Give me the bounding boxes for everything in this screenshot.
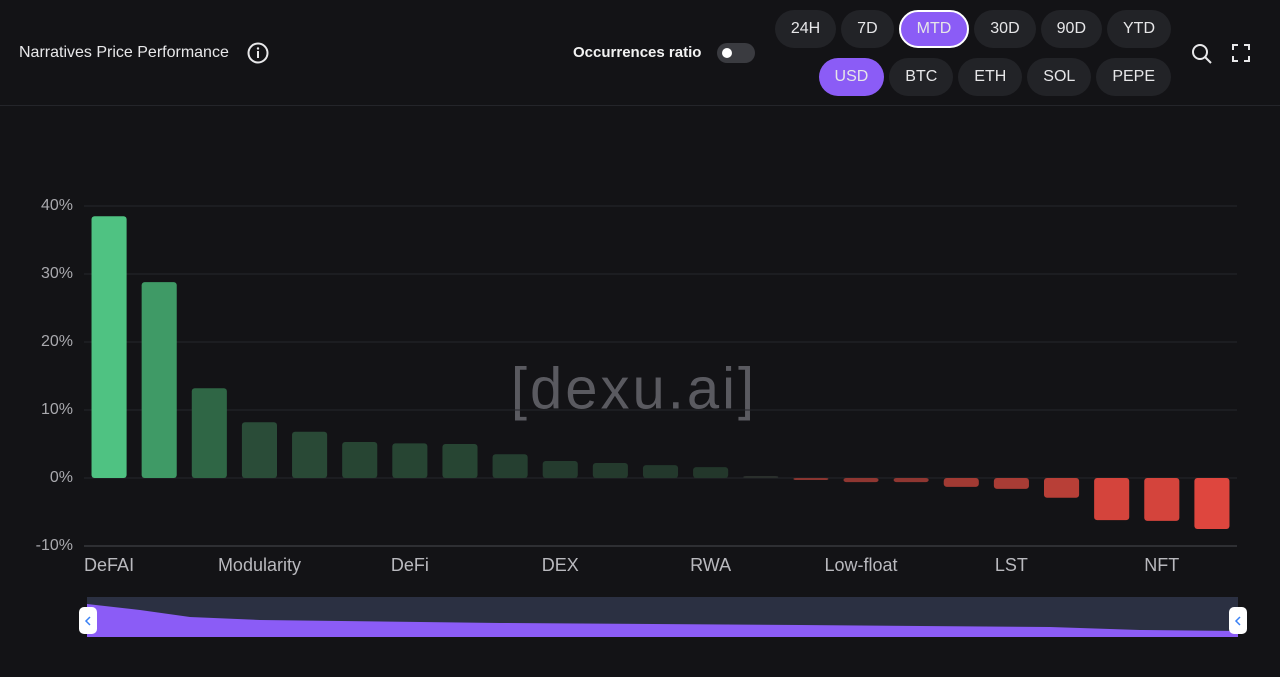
x-tick-label: DEX	[542, 555, 579, 575]
y-tick-label: 30%	[41, 265, 73, 282]
bar	[191, 388, 227, 478]
bar	[592, 463, 628, 478]
bar	[141, 282, 177, 478]
y-tick-label: 20%	[41, 333, 73, 350]
x-tick-label: Low-float	[824, 555, 897, 575]
y-tick-label: -10%	[36, 537, 73, 554]
bar	[993, 478, 1029, 489]
x-tick-label: LST	[995, 555, 1028, 575]
bar	[642, 465, 679, 478]
currency-button[interactable]: PEPE	[1096, 58, 1171, 96]
period-button[interactable]: MTD	[898, 10, 970, 48]
bar	[492, 454, 528, 478]
bar	[1094, 478, 1130, 521]
panel-title: Narratives Price Performance	[19, 44, 229, 61]
bar	[392, 443, 428, 478]
currency-button[interactable]: USD	[818, 58, 885, 96]
x-tick-label: Modularity	[218, 555, 301, 575]
y-tick-label: 40%	[41, 197, 73, 214]
currency-button[interactable]: ETH	[958, 58, 1023, 96]
bar	[1043, 478, 1080, 498]
watermark: [dexu.ai]	[511, 356, 757, 421]
info-icon[interactable]	[247, 42, 269, 64]
toggle-label: Occurrences ratio	[573, 44, 702, 61]
search-icon[interactable]	[1191, 43, 1213, 65]
bar	[743, 475, 779, 478]
currency-button[interactable]: BTC	[889, 58, 954, 96]
period-button[interactable]: 7D	[841, 10, 894, 48]
bar	[241, 422, 278, 478]
period-button[interactable]: 24H	[774, 10, 837, 48]
chart: [dexu.ai] -10% 0% 10% 20% 30% 40% DeFAI Modular…	[36, 197, 1247, 637]
x-tick-label: DeFAI	[84, 555, 134, 575]
period-button[interactable]: 30D	[974, 10, 1036, 48]
currency-button[interactable]: SOL	[1027, 58, 1092, 96]
x-tick-label: DeFi	[391, 555, 429, 575]
bar	[442, 444, 478, 478]
bar	[1194, 478, 1230, 529]
period-selector: 24H 7D MTD 30D 90D YTD	[774, 10, 1171, 48]
y-tick-label: 10%	[41, 401, 73, 418]
bar	[1144, 478, 1180, 521]
bar	[91, 216, 127, 478]
toggle-switch[interactable]	[717, 43, 755, 63]
bar	[843, 478, 879, 483]
bar	[542, 461, 578, 478]
bar	[693, 467, 729, 478]
bar	[292, 431, 328, 478]
period-button[interactable]: 90D	[1040, 10, 1102, 48]
fullscreen-icon[interactable]	[1232, 44, 1250, 62]
x-tick-label: NFT	[1144, 555, 1179, 575]
header: Narratives Price Performance Occurrences…	[0, 0, 1280, 106]
y-tick-label: 0%	[50, 469, 73, 486]
currency-selector: USD BTC ETH SOL PEPE	[818, 58, 1171, 96]
bar	[943, 478, 979, 487]
period-button[interactable]: YTD	[1107, 10, 1171, 48]
zoom-slider[interactable]	[79, 597, 1247, 637]
bar	[893, 478, 929, 483]
bar	[793, 478, 829, 481]
x-tick-label: RWA	[690, 555, 731, 575]
bar	[342, 441, 378, 478]
